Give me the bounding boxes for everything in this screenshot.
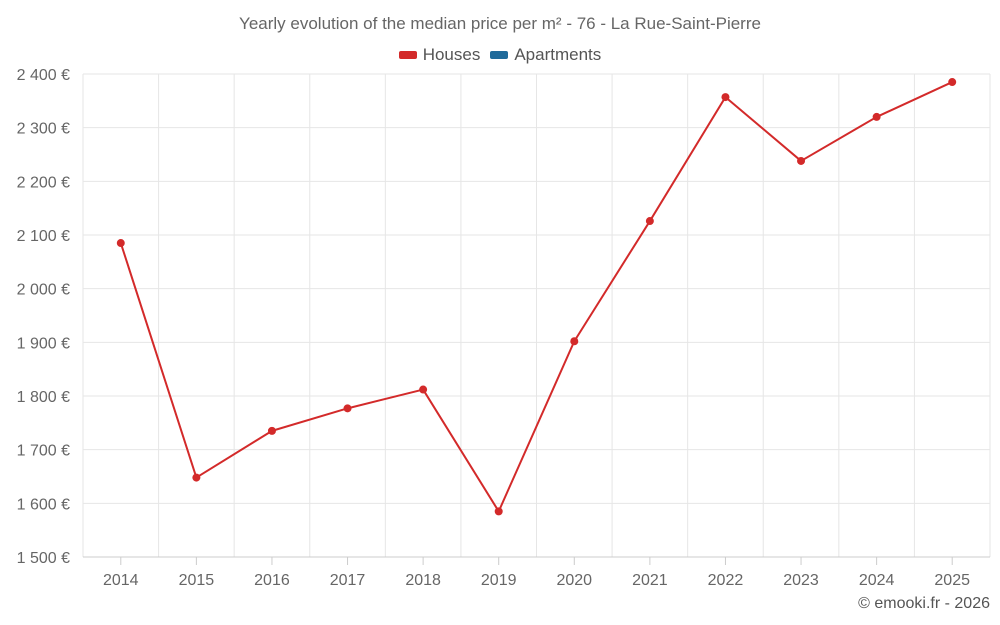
- x-tick-label: 2015: [179, 572, 215, 589]
- data-point-houses-2016[interactable]: [267, 426, 276, 435]
- x-tick-label: 2019: [481, 572, 517, 589]
- grid: [82, 73, 991, 558]
- series-line-houses: [119, 81, 953, 513]
- y-tick-label: 1 900 €: [17, 335, 70, 352]
- x-tick-label: 2014: [103, 572, 139, 589]
- data-point-houses-2024[interactable]: [872, 112, 881, 121]
- y-tick-label: 2 200 €: [17, 174, 70, 191]
- data-point-houses-2014[interactable]: [116, 239, 125, 248]
- y-tick-label: 1 600 €: [17, 496, 70, 513]
- data-point-houses-2021[interactable]: [645, 217, 654, 226]
- data-point-houses-2023[interactable]: [797, 156, 806, 165]
- legend-swatch-houses: [398, 51, 417, 59]
- legend-item-apartments[interactable]: Apartments: [490, 45, 601, 65]
- axes: 1 500 € 1 600 € 1 700 € 1 800 € 1 900 € 2 000…: [17, 67, 990, 589]
- legend-label-houses: Houses: [422, 45, 481, 64]
- y-tick-label: 1 800 €: [17, 389, 70, 406]
- y-tick-label: 1 700 €: [17, 443, 70, 460]
- data-point-houses-2020[interactable]: [570, 337, 579, 346]
- legend: Houses Apartments: [0, 45, 1000, 65]
- legend-swatch-apartments: [490, 51, 509, 59]
- legend-label-apartments: Apartments: [514, 45, 602, 64]
- data-point-houses-2018[interactable]: [419, 385, 428, 394]
- data-point-houses-2019[interactable]: [494, 507, 503, 516]
- x-tick-label: 2023: [783, 572, 819, 589]
- x-tick-label: 2021: [632, 572, 668, 589]
- x-tick-label: 2016: [254, 572, 290, 589]
- y-tick-label: 2 400 €: [17, 67, 70, 84]
- data-point-houses-2022[interactable]: [721, 93, 730, 102]
- data-point-houses-2025[interactable]: [948, 78, 957, 87]
- copyright-footer: © emooki.fr - 2026: [858, 595, 990, 612]
- x-tick-label: 2018: [405, 572, 441, 589]
- x-tick-label: 2020: [556, 572, 592, 589]
- y-tick-label: 1 500 €: [17, 550, 70, 567]
- series: [116, 78, 957, 516]
- y-tick-label: 2 300 €: [17, 121, 70, 138]
- x-tick-label: 2017: [330, 572, 366, 589]
- chart-title: Yearly evolution of the median price per…: [239, 14, 761, 33]
- x-tick-label: 2024: [859, 572, 895, 589]
- x-tick-label: 2025: [934, 572, 970, 589]
- data-point-houses-2017[interactable]: [343, 404, 352, 413]
- y-tick-label: 2 100 €: [17, 228, 70, 245]
- x-tick-label: 2022: [708, 572, 744, 589]
- legend-item-houses[interactable]: Houses: [398, 45, 481, 65]
- data-point-houses-2015[interactable]: [192, 473, 201, 482]
- y-tick-label: 2 000 €: [17, 282, 70, 299]
